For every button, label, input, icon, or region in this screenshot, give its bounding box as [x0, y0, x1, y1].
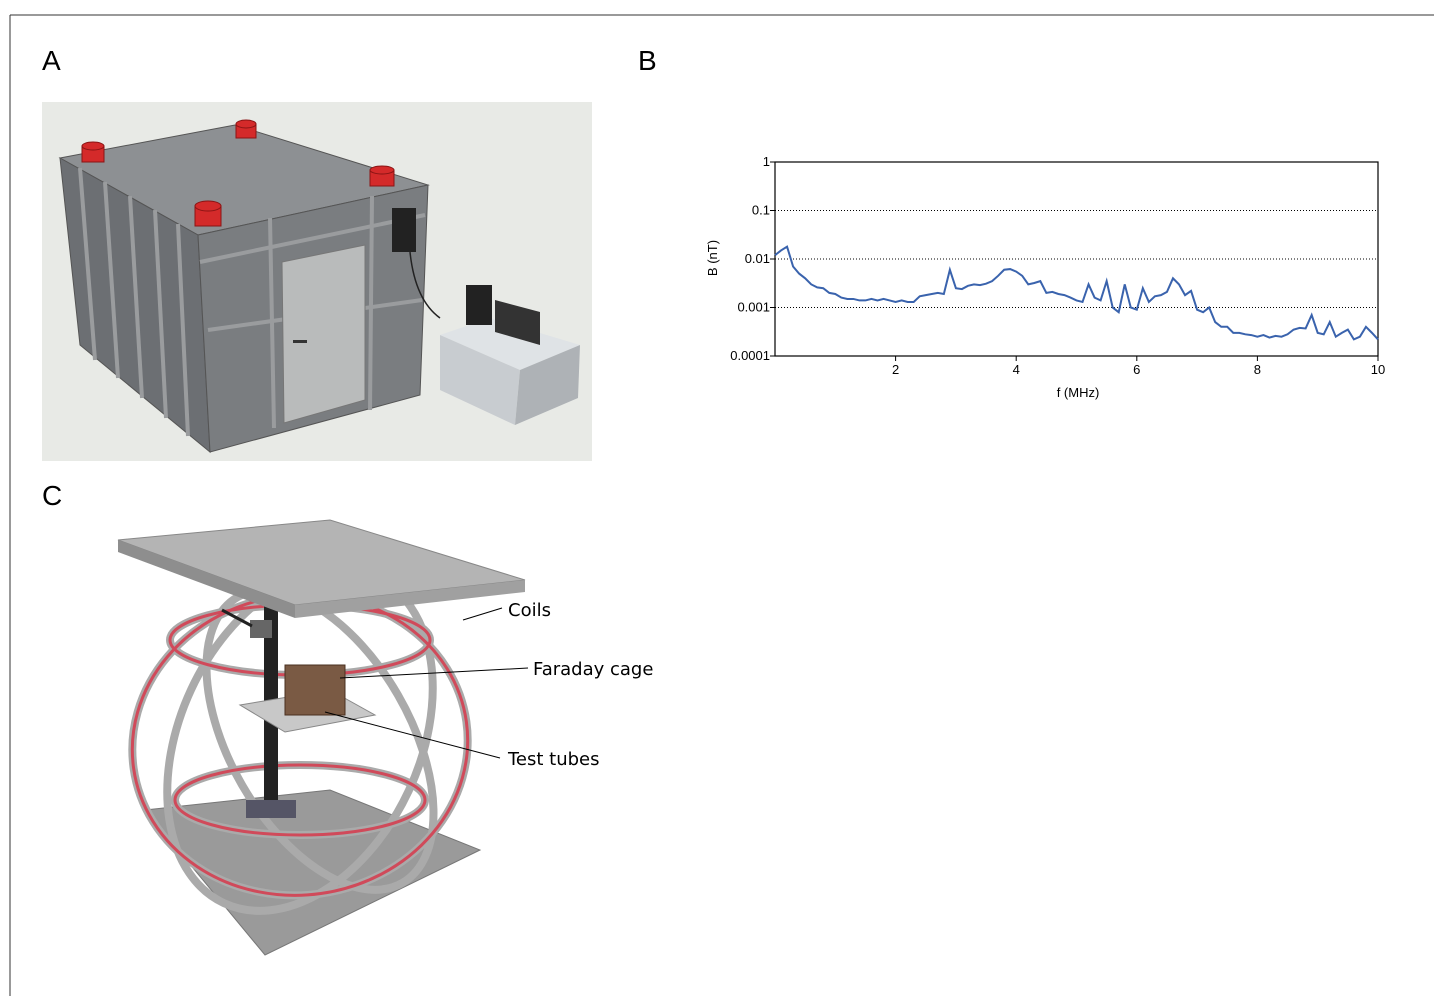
data-line	[774, 245, 1379, 341]
panel-label: B	[638, 45, 657, 76]
x-tick-label: 4	[1013, 362, 1020, 377]
plot-frame	[774, 161, 1379, 357]
y-tick-label: 0.0001	[730, 348, 770, 363]
panel-label: A	[42, 45, 61, 76]
y-tick-label: 0.1	[752, 203, 770, 218]
annotation: Faraday cage	[533, 659, 653, 680]
panel-label: C	[42, 480, 62, 511]
y-tick-label: 0.01	[745, 251, 770, 266]
y-tick-label: 1	[763, 154, 770, 169]
x-tick-label: 2	[892, 362, 899, 377]
chart: f (MHz) B (nT) 0.0001 0.001 0.01 0.1 1 2 4 6 8 10	[705, 154, 1385, 400]
shielded-room-illustration	[42, 102, 592, 461]
x-tick-label: 10	[1371, 362, 1385, 377]
annotation: Coils	[508, 600, 551, 621]
x-tick-label: 6	[1133, 362, 1140, 377]
coil-setup-illustration	[117, 519, 529, 956]
y-axis-label: B (nT)	[705, 240, 720, 276]
y-tick-label: 0.001	[737, 300, 770, 315]
x-tick-label: 8	[1254, 362, 1261, 377]
annotation: Test tubes	[507, 749, 600, 770]
x-axis-label: f (MHz)	[1057, 385, 1100, 400]
